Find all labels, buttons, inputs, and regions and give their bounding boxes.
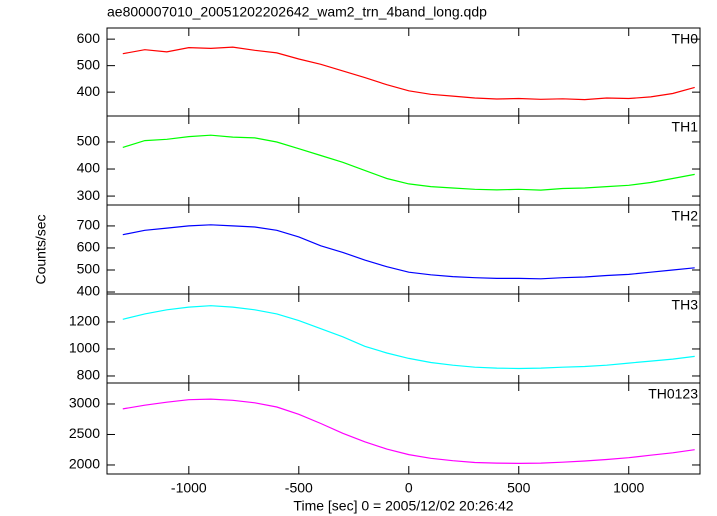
series-line	[122, 134, 695, 191]
y-tick-label: 600	[77, 239, 101, 255]
y-tick-label: 300	[77, 187, 101, 203]
panel-frame	[106, 204, 701, 295]
series-line	[122, 224, 695, 280]
y-axis-label: Counts/sec	[33, 214, 49, 284]
y-tick-label: 500	[77, 56, 101, 72]
panel-label: TH0123	[648, 386, 698, 402]
y-tick-label: 500	[77, 261, 101, 277]
series-line	[122, 398, 695, 465]
panel-frame	[106, 115, 701, 206]
series-line	[122, 305, 695, 370]
y-tick-label: 400	[77, 283, 101, 299]
y-tick-label: 800	[77, 367, 101, 383]
y-tick-label: 500	[77, 133, 101, 149]
y-tick-label: 2500	[69, 425, 100, 441]
y-tick-label: 400	[77, 83, 101, 99]
panel-frame	[106, 382, 701, 475]
x-tick-label: -500	[285, 480, 313, 496]
panel-label: TH1	[672, 119, 699, 135]
x-tick-label: 1000	[613, 480, 644, 496]
y-tick-label: 600	[77, 30, 101, 46]
x-tick-label: -1000	[171, 480, 207, 496]
series-line	[122, 46, 695, 101]
chart-title: ae800007010_20051202202642_wam2_trn_4ban…	[107, 4, 487, 20]
y-tick-label: 1200	[69, 313, 100, 329]
panel-label: TH0	[672, 31, 699, 47]
panel-frame	[106, 293, 701, 384]
y-tick-label: 1000	[69, 340, 100, 356]
panel-label: TH2	[672, 208, 699, 224]
y-tick-label: 3000	[69, 395, 100, 411]
x-axis-label: Time [sec] 0 = 2005/12/02 20:26:42	[293, 498, 513, 514]
y-tick-label: 700	[77, 217, 101, 233]
panel-frame	[106, 27, 701, 117]
panel-label: TH3	[672, 297, 699, 313]
x-tick-label: 0	[405, 480, 413, 496]
y-tick-label: 2000	[69, 456, 100, 472]
y-tick-label: 400	[77, 160, 101, 176]
x-tick-label: 500	[507, 480, 531, 496]
